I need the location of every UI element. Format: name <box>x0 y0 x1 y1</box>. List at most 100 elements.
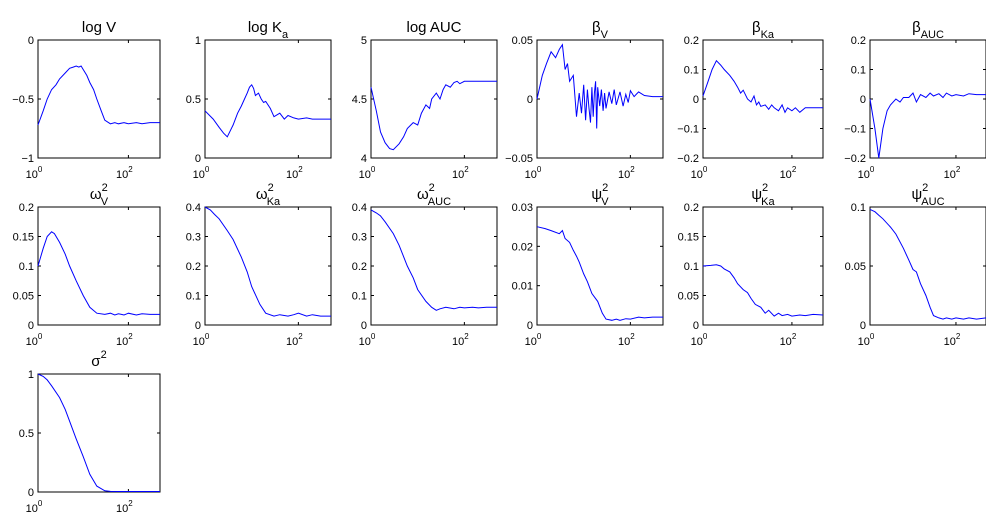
y-tick-label: −1 <box>21 153 34 165</box>
y-tick-label: 0.2 <box>186 261 201 273</box>
x-tick-base: 10 <box>452 169 464 181</box>
x-tick-base: 10 <box>26 336 38 348</box>
x-tick-exponent: 2 <box>464 165 469 174</box>
title-superscript: 2 <box>102 182 108 194</box>
x-tick-base: 10 <box>944 336 956 348</box>
subplot-title: βKa <box>752 19 775 41</box>
x-tick-base: 10 <box>525 169 537 181</box>
x-tick-label: 102 <box>452 332 469 348</box>
y-tick-label: 5 <box>361 35 367 47</box>
x-tick-base: 10 <box>286 336 298 348</box>
x-tick-exponent: 0 <box>38 332 43 341</box>
y-tick-label: 0 <box>693 320 699 332</box>
y-tick-label: 0 <box>28 487 34 499</box>
x-tick-exponent: 2 <box>128 165 133 174</box>
y-tick-label: 0 <box>28 35 34 47</box>
y-tick-label: 0.05 <box>512 35 533 47</box>
y-tick-label: 0 <box>693 94 699 106</box>
subplot-title: log Ka <box>248 19 289 41</box>
title-base: ω <box>90 186 102 203</box>
y-tick-label: 0.01 <box>512 281 533 293</box>
y-tick-label: 0.1 <box>352 291 367 303</box>
subplot-title: ω2 V <box>90 182 109 208</box>
series-line <box>370 209 497 311</box>
title-base: ψ <box>591 186 602 203</box>
x-tick-base: 10 <box>618 169 630 181</box>
x-tick-base: 10 <box>26 169 38 181</box>
title-superscript: 2 <box>922 182 928 194</box>
y-tick-label: 0.15 <box>13 232 34 244</box>
title-subscript: Ka <box>267 196 281 208</box>
y-tick-label: 0.2 <box>684 35 699 47</box>
x-tick-label: 100 <box>858 165 875 181</box>
subplot-title: ω2 AUC <box>417 182 451 208</box>
series-line <box>536 43 663 129</box>
title-base: ω <box>256 186 268 203</box>
y-tick-label: 0.2 <box>684 202 699 214</box>
x-tick-label: 102 <box>116 499 133 515</box>
x-tick-exponent: 0 <box>870 165 875 174</box>
x-tick-exponent: 0 <box>38 499 43 508</box>
x-tick-label: 102 <box>286 332 303 348</box>
x-tick-label: 100 <box>26 499 43 515</box>
x-tick-label: 100 <box>858 332 875 348</box>
x-tick-base: 10 <box>858 336 870 348</box>
y-tick-label: 0.5 <box>19 428 34 440</box>
x-tick-base: 10 <box>691 169 703 181</box>
y-tick-label: 0 <box>28 320 34 332</box>
series-line <box>536 226 663 321</box>
title-base: ω <box>417 186 429 203</box>
x-tick-base: 10 <box>26 503 38 515</box>
title-base: β <box>592 19 601 36</box>
title-subscript: Ka <box>761 196 775 208</box>
x-tick-label: 102 <box>286 165 303 181</box>
y-tick-label: 0 <box>195 320 201 332</box>
x-tick-exponent: 2 <box>128 499 133 508</box>
x-tick-label: 102 <box>116 165 133 181</box>
plot-frame <box>204 39 332 159</box>
subplot-title: σ2 <box>91 349 106 370</box>
x-tick-base: 10 <box>780 169 792 181</box>
title-subscript: V <box>601 196 609 208</box>
title-subscript: V <box>601 29 609 41</box>
x-tick-exponent: 2 <box>298 165 303 174</box>
title-subscript: AUC <box>428 196 451 208</box>
y-tick-label: 0.1 <box>684 65 699 77</box>
y-tick-label: 0 <box>860 320 866 332</box>
x-tick-exponent: 2 <box>630 332 635 341</box>
x-tick-label: 100 <box>691 332 708 348</box>
x-tick-exponent: 2 <box>956 165 961 174</box>
x-tick-label: 102 <box>618 165 635 181</box>
y-tick-label: 1 <box>28 369 34 381</box>
subplot-title: ω2 Ka <box>256 182 281 208</box>
x-tick-exponent: 0 <box>371 165 376 174</box>
title-base: ψ <box>911 186 922 203</box>
x-tick-exponent: 2 <box>630 165 635 174</box>
y-tick-label: 0.2 <box>19 202 34 214</box>
title-superscript: 2 <box>268 182 274 194</box>
x-tick-exponent: 0 <box>870 332 875 341</box>
series-line <box>702 264 824 317</box>
y-tick-label: 0.5 <box>186 94 201 106</box>
x-tick-exponent: 0 <box>703 165 708 174</box>
series-line <box>869 92 986 159</box>
x-tick-base: 10 <box>691 336 703 348</box>
title-superscript: 2 <box>602 182 608 194</box>
y-tick-label: 4 <box>361 153 367 165</box>
y-tick-label: 0.1 <box>684 261 699 273</box>
x-tick-label: 102 <box>944 332 961 348</box>
y-tick-label: 0.3 <box>352 232 367 244</box>
x-tick-label: 100 <box>525 332 542 348</box>
title-base: β <box>912 19 921 36</box>
x-tick-exponent: 2 <box>956 332 961 341</box>
title-subscript: AUC <box>921 196 944 208</box>
plot-frame <box>37 373 161 493</box>
title-subscript: a <box>282 29 289 41</box>
plot-frame <box>370 39 498 159</box>
